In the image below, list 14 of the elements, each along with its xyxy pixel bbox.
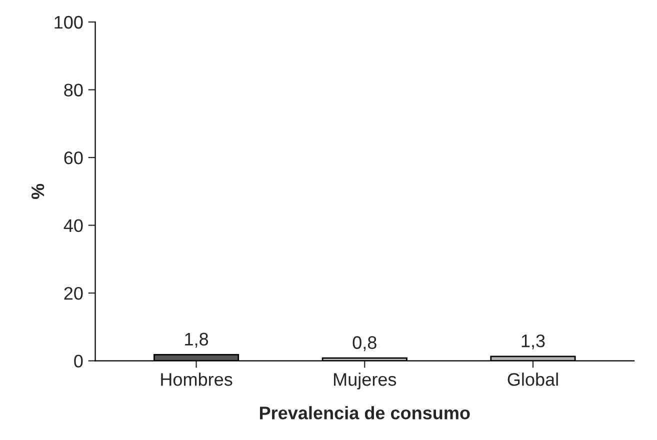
y-tick-label: 80 bbox=[64, 84, 83, 96]
x-tick-label: Hombres bbox=[161, 372, 232, 386]
x-axis-title: Prevalencia de consumo bbox=[260, 406, 470, 420]
y-tick-label: 40 bbox=[64, 219, 83, 232]
data-label: 1,8 bbox=[185, 332, 208, 348]
data-label: 0,8 bbox=[352, 336, 376, 352]
y-tick-label: 0 bbox=[74, 354, 83, 368]
y-tick-label: 20 bbox=[64, 286, 83, 300]
y-tick-label: 60 bbox=[64, 151, 83, 164]
x-tick-label: Global bbox=[508, 372, 558, 386]
x-tick-label: Mujeres bbox=[334, 372, 396, 390]
y-tick-label: 100 bbox=[54, 16, 83, 29]
y-axis-title: % bbox=[31, 184, 44, 199]
data-label: 1,3 bbox=[522, 334, 545, 350]
